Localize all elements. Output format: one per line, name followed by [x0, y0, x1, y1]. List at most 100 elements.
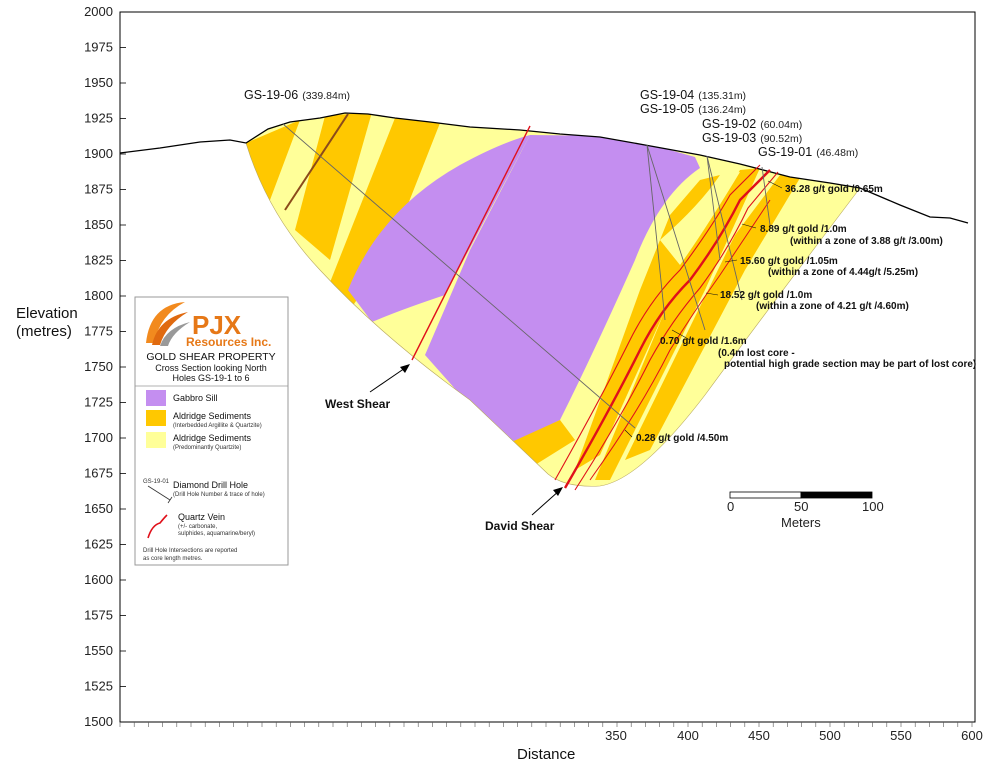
scale-label-100: 100: [862, 499, 884, 514]
legend-subtitle-2: Holes GS-19-1 to 6: [172, 373, 249, 383]
y-tick-label: 1900: [84, 146, 113, 161]
legend-swatch-gabbro: [146, 390, 166, 406]
x-tick-label: 600: [961, 728, 983, 743]
argillite-band-2: [295, 113, 372, 260]
y-tick-label: 1525: [84, 679, 113, 694]
argillite-band-6: [595, 168, 760, 480]
legend-vein-label: Quartz Vein: [178, 512, 225, 522]
david-shear-label: David Shear: [485, 519, 555, 533]
legend-item-argillite-sub: (Interbedded Argillite & Quartzite): [173, 423, 262, 429]
david-shear-vein: [563, 169, 771, 489]
y-tick-label: 1775: [84, 324, 113, 339]
x-tick-label: 500: [819, 728, 841, 743]
x-axis-minor-ticks: [119, 722, 973, 727]
x-axis-labels: 350 400 450 500 550 600: [605, 728, 983, 743]
scale-label-50: 50: [794, 499, 808, 514]
drill-trace-gs-19-06: [282, 123, 636, 429]
legend-subtitle-1: Cross Section looking North: [155, 363, 267, 373]
y-tick-label: 1975: [84, 40, 113, 55]
legend-property-title: GOLD SHEAR PROPERTY: [146, 351, 275, 363]
y-tick-label: 1725: [84, 395, 113, 410]
pjx-logo-icon: [146, 302, 190, 346]
shear-arrows: [369, 364, 563, 516]
argillite-band-3: [325, 118, 440, 310]
legend-swatch-argillite: [146, 410, 166, 426]
x-tick-label: 400: [677, 728, 699, 743]
drill-trace-gs-19-03: [706, 155, 743, 301]
drill-label-gs-19-06: GS-19-06 (339.84m): [244, 88, 350, 102]
gabbro-sill-main: [425, 135, 700, 445]
legend-item-argillite: Aldridge Sediments: [173, 411, 252, 421]
drill-trace-gs-19-01: [761, 166, 771, 226]
assay-annotation: 8.89 g/t gold /1.0m: [760, 224, 847, 235]
assay-annotation: (within a zone of 4.44g/t /5.25m): [768, 267, 918, 278]
assay-annotation: (within a zone of 4.21 g/t /4.60m): [756, 301, 909, 312]
y-tick-label: 1675: [84, 466, 113, 481]
y-tick-label: 1750: [84, 359, 113, 374]
y-tick-label: 1700: [84, 430, 113, 445]
drill-label-gs-19-04: GS-19-04 (135.31m): [640, 88, 746, 102]
y-tick-label: 1650: [84, 501, 113, 516]
legend-vein-sub-1: (+/- carbonate,: [178, 524, 218, 530]
y-tick-label: 1600: [84, 572, 113, 587]
assay-annotation: 0.70 g/t gold /1.6m: [660, 336, 747, 347]
y-tick-label: 1925: [84, 111, 113, 126]
y-tick-label: 1850: [84, 217, 113, 232]
argillite-band-7: [625, 175, 800, 460]
legend-note-2: as core length metres.: [143, 556, 203, 562]
y-tick-label: 1875: [84, 182, 113, 197]
drill-label-gs-19-01: GS-19-01 (46.48m): [758, 145, 858, 159]
drill-label-gs-19-03: GS-19-03 (90.52m): [702, 131, 802, 145]
vein-line-c: [589, 199, 771, 481]
assay-annotation: 0.28 g/t gold /4.50m: [636, 433, 728, 444]
y-axis-ticks: [120, 11, 126, 723]
scale-unit: Meters: [781, 515, 821, 530]
y-tick-label: 1575: [84, 608, 113, 623]
legend-vein-sub-2: sulphides, aquamarine/beryl): [178, 531, 255, 537]
y-tick-label: 2000: [84, 4, 113, 19]
assay-annotation: potential high grade section may be part…: [724, 359, 976, 370]
y-tick-label: 1800: [84, 288, 113, 303]
y-tick-label: 1950: [84, 75, 113, 90]
drill-hole-symbol-icon: [147, 485, 171, 501]
drill-trace-gs-19-04: [646, 144, 666, 321]
legend-drill-symbol-label: GS-19-01: [143, 479, 170, 485]
x-tick-label: 550: [890, 728, 912, 743]
topography-line: [119, 112, 969, 224]
drill-traces: [282, 123, 771, 429]
west-shear-line: [411, 125, 531, 361]
y-axis-label-line2: (metres): [16, 323, 72, 340]
west-shear-label: West Shear: [325, 397, 390, 411]
legend-drill-label: Diamond Drill Hole: [173, 480, 248, 490]
x-axis-label: Distance: [517, 746, 575, 763]
quartzite-lens: [660, 172, 740, 265]
scale-label-0: 0: [727, 499, 734, 514]
legend-item-quartzite: Aldridge Sediments: [173, 433, 252, 443]
legend-note-1: Drill Hole Intersections are reported: [143, 548, 237, 554]
legend-item-gabbro: Gabbro Sill: [173, 393, 218, 403]
legend-swatch-quartzite: [146, 432, 166, 448]
drill-trace-gs-19-05: [646, 144, 706, 331]
gabbro-sill-left: [348, 135, 530, 322]
vein-line-b: [574, 171, 779, 491]
dyke-line: [284, 113, 349, 211]
x-tick-label: 450: [748, 728, 770, 743]
y-axis-labels: 2000 1975 1950 1925 1900 1875 1850 1825 1800 1775…: [84, 4, 113, 729]
assay-annotation: 18.52 g/t gold /1.0m: [720, 290, 812, 301]
logo-resources: Resources Inc.: [186, 335, 271, 349]
assay-annotation: 36.28 g/t gold /0.65m: [785, 184, 883, 195]
assay-annotation: 15.60 g/t gold /1.05m: [740, 256, 838, 267]
y-tick-label: 1550: [84, 643, 113, 658]
y-tick-label: 1825: [84, 253, 113, 268]
scale-bar: 0 50 100 Meters: [727, 491, 884, 530]
y-tick-label: 1625: [84, 537, 113, 552]
logo-pjx: PJX: [192, 310, 242, 340]
legend: PJX Resources Inc. GOLD SHEAR PROPERTY C…: [134, 296, 289, 566]
y-tick-label: 1500: [84, 714, 113, 729]
drill-label-gs-19-05: GS-19-05 (136.24m): [640, 102, 746, 116]
drill-label-gs-19-02: GS-19-02 (60.04m): [702, 117, 802, 131]
vein-line-a: [554, 164, 761, 481]
assay-annotation: (within a zone of 3.88 g/t /3.00m): [790, 236, 943, 247]
y-axis-label-line1: Elevation: [16, 305, 78, 322]
